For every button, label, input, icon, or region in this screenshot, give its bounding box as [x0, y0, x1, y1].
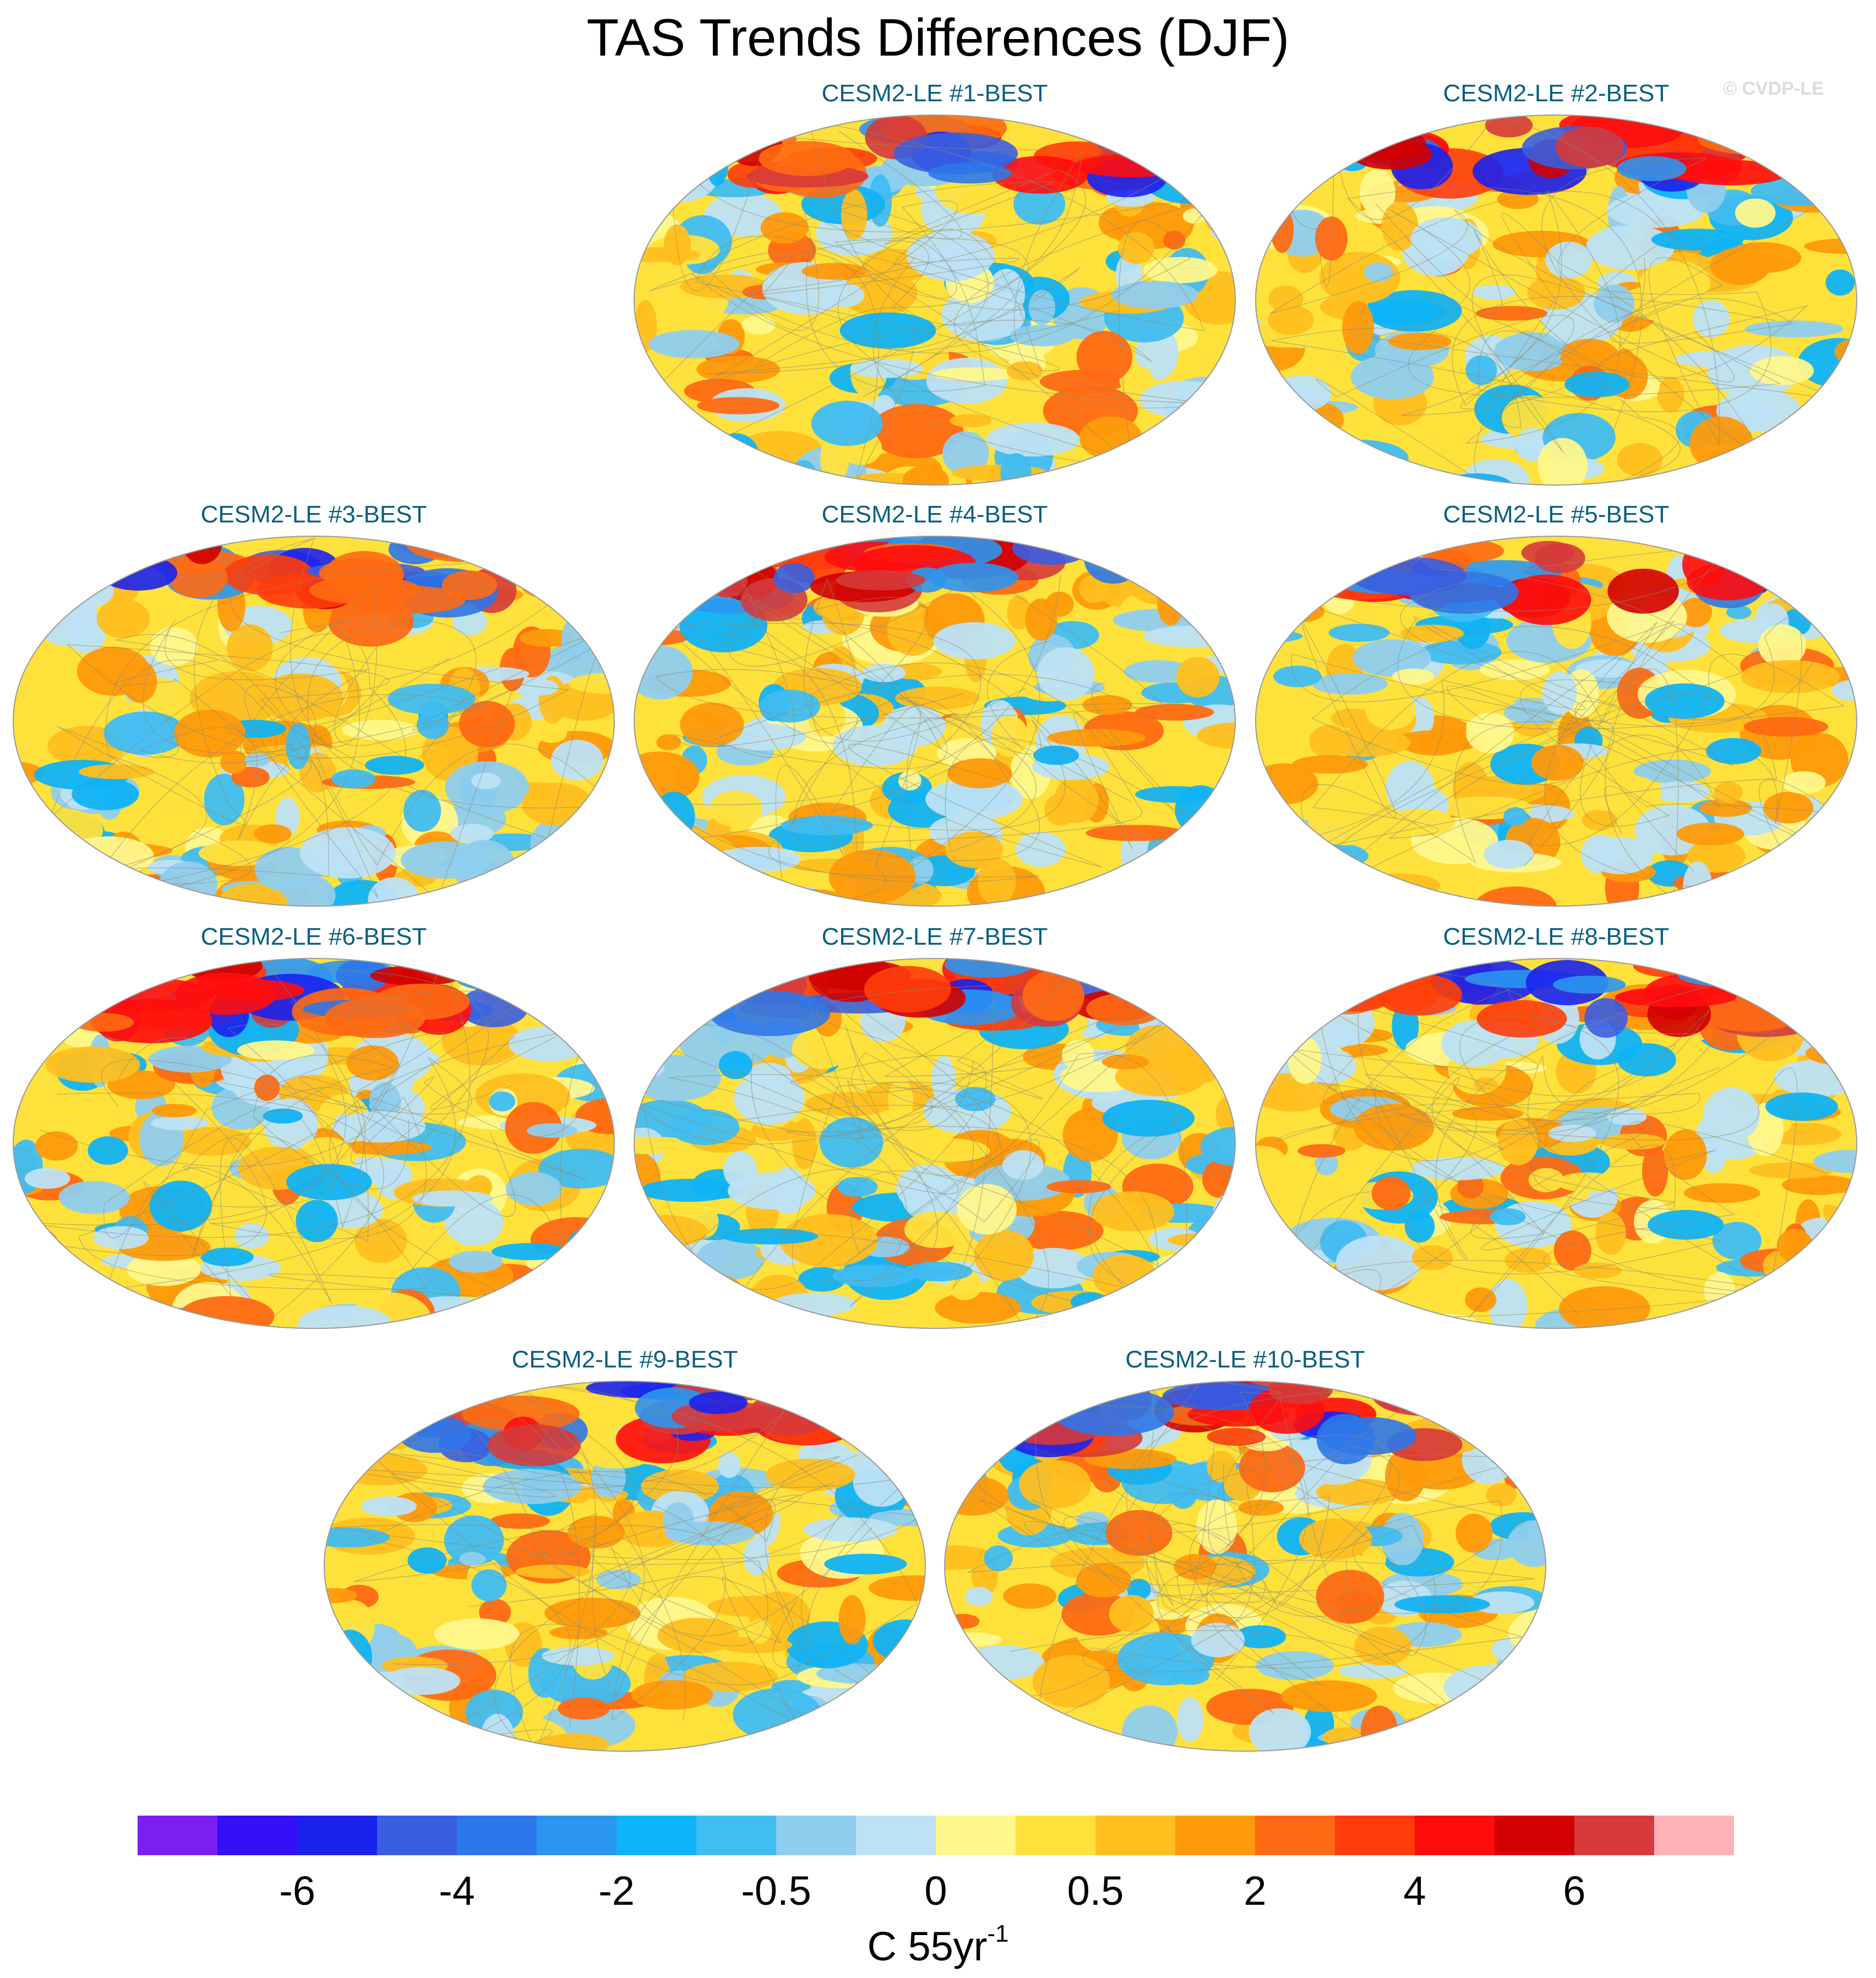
panel-title-9: CESM2-LE #9-BEST [511, 1346, 738, 1373]
colorbar-swatch [1175, 1816, 1255, 1855]
map-panel-7 [634, 958, 1236, 1329]
panel-title-7: CESM2-LE #7-BEST [821, 923, 1048, 950]
colorbar-tick-label: 0.5 [1067, 1868, 1124, 1914]
panel-title-6: CESM2-LE #6-BEST [200, 923, 427, 950]
colorbar-tick-label: -0.5 [741, 1868, 811, 1914]
panel-title-5: CESM2-LE #5-BEST [1443, 501, 1670, 528]
colorbar [138, 1816, 1734, 1855]
map-panel-1 [634, 115, 1236, 486]
colorbar-swatch [1335, 1816, 1415, 1855]
panel-title-4: CESM2-LE #4-BEST [821, 501, 1048, 528]
colorbar-tick-label: -2 [598, 1868, 635, 1914]
colorbar-swatch [1574, 1816, 1654, 1855]
colorbar-swatch [776, 1816, 856, 1855]
colorbar-tick-label: -4 [439, 1868, 475, 1914]
panel-title-8: CESM2-LE #8-BEST [1443, 923, 1670, 950]
colorbar-swatch [1495, 1816, 1574, 1855]
colorbar-swatch [457, 1816, 537, 1855]
colorbar-swatch [856, 1816, 936, 1855]
map-panel-9 [324, 1381, 926, 1752]
colorbar-swatch [1654, 1816, 1734, 1855]
colorbar-tick-label: 0 [924, 1868, 947, 1914]
colorbar-swatch [696, 1816, 776, 1855]
colorbar-swatch [617, 1816, 696, 1855]
colorbar-tick-label: 4 [1403, 1868, 1426, 1914]
map-panel-8 [1255, 958, 1857, 1329]
colorbar-tick-label: 6 [1563, 1868, 1586, 1914]
watermark: © CVDP-LE [1723, 78, 1824, 99]
panel-title-1: CESM2-LE #1-BEST [821, 80, 1048, 107]
colorbar-swatch [1415, 1816, 1495, 1855]
colorbar-swatch [936, 1816, 1016, 1855]
panel-title-2: CESM2-LE #2-BEST [1443, 80, 1670, 107]
map-panel-2 [1255, 115, 1857, 486]
colorbar-swatch [1255, 1816, 1335, 1855]
colorbar-swatch [537, 1816, 617, 1855]
panel-title-3: CESM2-LE #3-BEST [200, 501, 427, 528]
colorbar-tick-label: -6 [279, 1868, 315, 1914]
map-panel-5 [1255, 536, 1857, 907]
colorbar-swatch [377, 1816, 457, 1855]
figure-title: TAS Trends Differences (DJF) [586, 8, 1290, 67]
colorbar-swatch [1016, 1816, 1095, 1855]
map-panel-6 [13, 958, 615, 1329]
colorbar-swatch [1095, 1816, 1175, 1855]
colorbar-swatch [138, 1816, 217, 1855]
map-panel-10 [944, 1381, 1546, 1752]
map-panel-4 [634, 536, 1236, 907]
colorbar-units: C 55yr-1 [867, 1920, 1009, 1969]
colorbar-tick-label: 2 [1244, 1868, 1267, 1914]
map-panel-3 [13, 536, 615, 907]
colorbar-swatch [297, 1816, 377, 1855]
colorbar-swatch [217, 1816, 297, 1855]
panel-title-10: CESM2-LE #10-BEST [1125, 1346, 1365, 1373]
